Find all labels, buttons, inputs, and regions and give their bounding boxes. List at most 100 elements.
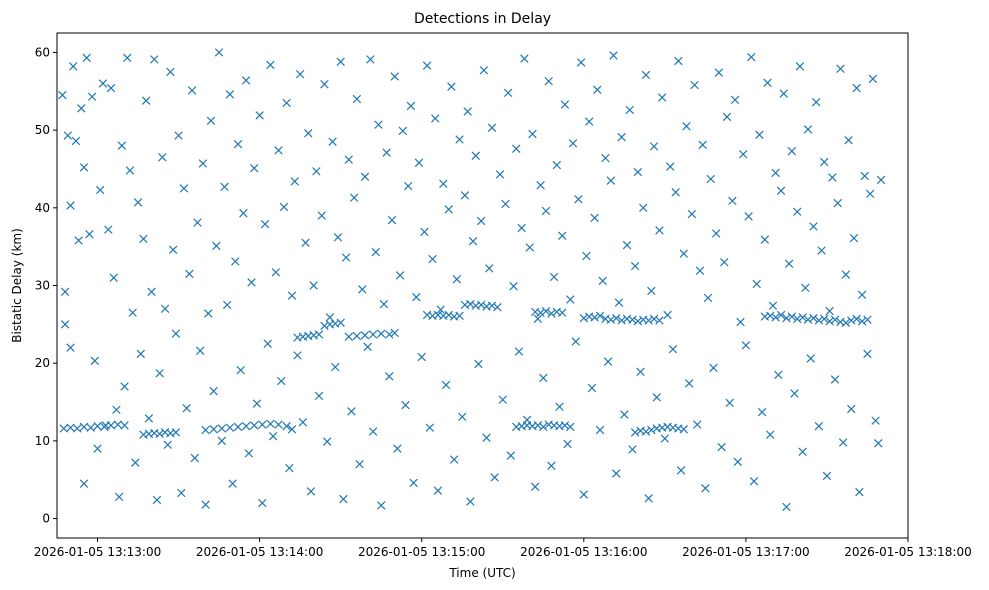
data-point [595,425,605,435]
data-point [776,310,786,320]
data-point [857,290,867,300]
data-point [652,393,661,402]
data-point [177,488,186,498]
data-point [601,153,610,163]
data-point [503,88,513,98]
data-point [539,373,548,383]
data-point [776,186,786,195]
data-point [363,342,372,352]
data-point [871,416,880,425]
data-point [838,438,848,447]
data-point [620,410,629,419]
data-point [58,90,67,100]
data-point [293,351,302,360]
data-point [547,461,556,470]
data-point [744,212,753,221]
data-point [574,195,583,204]
data-point [765,430,775,439]
data-point [225,423,235,432]
data-point [360,330,370,340]
data-point [714,68,724,77]
data-point [752,279,761,289]
data-point [73,424,82,433]
data-point [576,58,586,67]
data-point [71,136,81,146]
data-point [836,64,845,73]
data-point [763,78,772,87]
data-point [147,287,156,296]
data-point [663,310,672,320]
data-point [722,112,732,122]
data-point [533,421,543,430]
data-point [228,479,237,488]
x-tick-label: 2026-01-05 13:17:00 [682,545,809,559]
data-point [655,316,664,325]
data-point [333,233,343,242]
data-point [406,101,416,111]
data-point [736,317,745,327]
data-point [530,482,540,491]
data-point [628,315,637,324]
data-point [66,201,75,210]
data-point [725,398,734,408]
data-point [674,56,683,66]
data-point [368,427,378,436]
data-point [703,293,713,303]
data-point [568,139,578,148]
data-point [420,227,429,237]
data-point [590,313,599,322]
data-point [649,142,659,151]
data-point [220,182,229,192]
data-point [639,203,648,213]
data-point [358,285,367,294]
data-point [287,425,297,434]
data-point [371,247,381,257]
data-point [552,160,562,170]
data-point [528,129,537,139]
data-point [560,100,570,109]
data-point [466,497,475,506]
data-point [374,120,383,129]
data-point [385,330,394,339]
data-point [749,477,759,486]
data-point [860,171,869,181]
data-point [566,295,575,304]
data-point [733,457,743,467]
data-point [460,191,470,200]
data-point [109,273,118,282]
data-point [814,421,824,431]
y-tick-label: 20 [35,356,50,370]
data-point [874,438,883,448]
data-point [268,431,278,441]
data-point [241,421,251,431]
data-point [249,163,259,173]
data-point [241,76,251,85]
data-point [166,67,175,77]
data-point [817,246,826,255]
data-point [566,422,575,432]
data-point [809,313,818,323]
data-point [711,229,721,238]
data-point [171,428,181,437]
data-point [155,429,164,439]
data-point [339,494,348,504]
data-point [444,310,453,320]
data-point [403,181,413,191]
data-point [687,209,697,219]
data-point [828,173,837,182]
data-point [841,318,851,328]
data-point [849,233,859,243]
data-point [449,455,459,464]
data-point [279,202,289,212]
y-axis-label: Bistatic Delay (km) [10,228,24,343]
data-point [617,132,626,142]
data-point [487,301,497,310]
data-point [430,114,440,123]
data-point [87,92,97,101]
data-point [290,177,299,186]
data-point [774,370,783,380]
data-points [58,48,886,512]
y-tick-label: 60 [35,45,50,59]
data-point [471,151,480,160]
data-point [557,231,567,241]
